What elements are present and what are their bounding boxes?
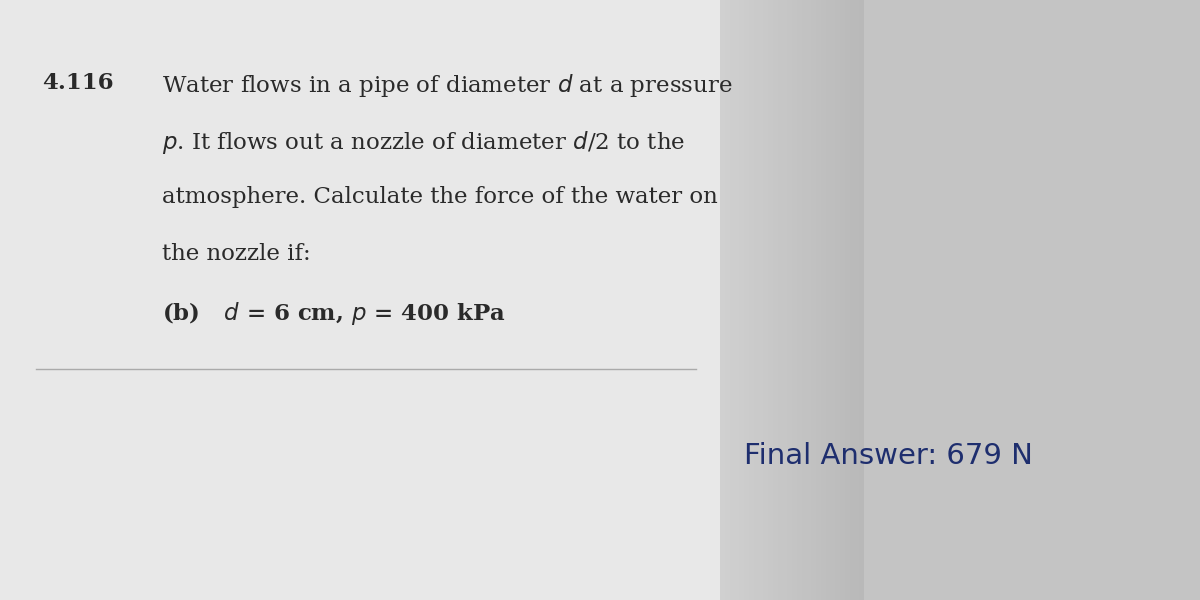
Bar [835,0,840,600]
Bar [797,0,802,600]
Bar [806,0,811,600]
Bar [792,0,797,600]
Bar [787,0,792,600]
Bar [845,0,850,600]
Bar [840,0,845,600]
Bar [816,0,821,600]
Bar [826,0,830,600]
Bar [720,0,725,600]
Bar [821,0,826,600]
Bar [850,0,854,600]
Text: Final Answer: 679 N: Final Answer: 679 N [744,442,1033,470]
Bar [749,0,754,600]
Bar [744,0,749,600]
Text: $p$. It flows out a nozzle of diameter $d$/2 to the: $p$. It flows out a nozzle of diameter $… [162,129,685,156]
Bar [0,0,720,600]
Text: atmosphere. Calculate the force of the water on: atmosphere. Calculate the force of the w… [162,186,718,208]
Bar [768,0,773,600]
Bar [773,0,778,600]
Bar [859,0,864,600]
Bar [782,0,787,600]
Bar [778,0,782,600]
Bar [725,0,730,600]
Text: the nozzle if:: the nozzle if: [162,243,311,265]
Bar [854,0,859,600]
Text: 4.116: 4.116 [42,72,114,94]
Bar [730,0,734,600]
Bar [763,0,768,600]
Text: Water flows in a pipe of diameter $d$ at a pressure: Water flows in a pipe of diameter $d$ at… [162,72,732,99]
Bar [754,0,758,600]
Bar [758,0,763,600]
Text: (b)   $d$ = 6 cm, $p$ = 400 kPa: (b) $d$ = 6 cm, $p$ = 400 kPa [162,300,505,327]
Bar [739,0,744,600]
Bar [811,0,816,600]
Bar [864,0,1200,600]
Bar [802,0,806,600]
Bar [830,0,835,600]
Bar [734,0,739,600]
